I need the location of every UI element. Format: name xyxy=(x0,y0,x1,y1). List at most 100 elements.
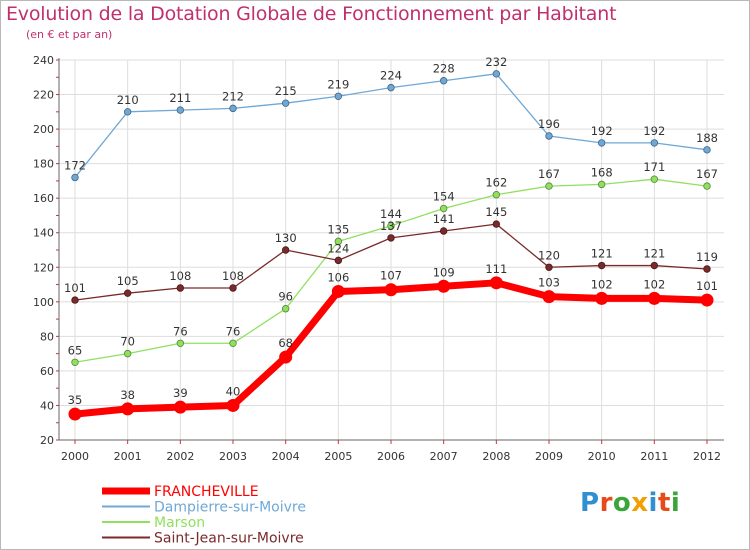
data-point-francheville xyxy=(542,290,556,304)
data-label-francheville: 111 xyxy=(485,262,507,276)
y-tick-label: 140 xyxy=(33,227,54,240)
logo-letter: i xyxy=(670,488,681,518)
data-label-saint-jean-sur-moivre: 145 xyxy=(485,205,507,219)
data-point-saint-jean-sur-moivre xyxy=(334,256,343,265)
data-label-marson: 162 xyxy=(485,176,507,190)
data-label-francheville: 35 xyxy=(68,393,83,407)
data-label-marson: 154 xyxy=(433,190,455,204)
logo-letter: t xyxy=(657,488,671,518)
data-point-saint-jean-sur-moivre xyxy=(71,296,79,304)
data-label-saint-jean-sur-moivre: 105 xyxy=(117,274,139,288)
y-tick-label: 120 xyxy=(33,261,54,274)
data-point-francheville xyxy=(489,276,503,290)
data-point-saint-jean-sur-moivre xyxy=(229,284,237,292)
data-point-francheville xyxy=(384,283,398,297)
data-label-saint-jean-sur-moivre: 120 xyxy=(538,248,560,262)
data-label-saint-jean-sur-moivre: 130 xyxy=(275,231,297,245)
data-label-saint-jean-sur-moivre: 121 xyxy=(643,247,665,261)
data-label-marson: 167 xyxy=(696,167,718,181)
data-point-dampierre-sur-moivre xyxy=(597,139,606,147)
data-label-marson: 70 xyxy=(120,335,135,349)
data-label-saint-jean-sur-moivre: 108 xyxy=(169,269,191,283)
x-tick-label: 2009 xyxy=(535,450,563,463)
data-point-saint-jean-sur-moivre xyxy=(176,284,185,292)
data-label-francheville: 102 xyxy=(591,277,613,291)
logo-letter: o xyxy=(612,488,632,518)
data-point-marson xyxy=(229,339,237,347)
data-label-dampierre-sur-moivre: 188 xyxy=(696,131,718,145)
data-point-marson xyxy=(334,237,343,246)
data-label-marson: 96 xyxy=(278,290,293,304)
data-label-dampierre-sur-moivre: 232 xyxy=(485,55,507,69)
data-label-marson: 76 xyxy=(226,324,241,338)
y-tick-label: 40 xyxy=(40,399,54,412)
data-label-saint-jean-sur-moivre: 121 xyxy=(591,247,613,261)
data-point-dampierre-sur-moivre xyxy=(703,146,711,154)
y-tick-label: 200 xyxy=(33,123,54,136)
data-point-dampierre-sur-moivre xyxy=(492,70,501,78)
data-point-saint-jean-sur-moivre xyxy=(597,261,606,270)
data-label-marson: 135 xyxy=(327,222,349,236)
data-label-dampierre-sur-moivre: 215 xyxy=(275,84,297,98)
data-point-francheville xyxy=(647,291,661,305)
legend-label-marson: Marson xyxy=(154,515,205,531)
data-point-dampierre-sur-moivre xyxy=(281,99,290,107)
data-point-marson xyxy=(123,349,132,358)
y-tick-label: 100 xyxy=(33,296,54,309)
logo-letter: r xyxy=(599,488,613,518)
y-tick-label: 220 xyxy=(33,89,54,102)
data-point-marson xyxy=(597,180,606,189)
logo-letter: i xyxy=(648,488,658,518)
data-label-saint-jean-sur-moivre: 141 xyxy=(433,212,455,226)
data-label-marson: 76 xyxy=(173,324,188,338)
data-label-dampierre-sur-moivre: 210 xyxy=(117,93,139,107)
data-label-francheville: 68 xyxy=(278,336,293,350)
data-point-saint-jean-sur-moivre xyxy=(545,263,553,271)
data-label-saint-jean-sur-moivre: 108 xyxy=(222,269,244,283)
data-point-francheville xyxy=(279,350,293,364)
legend: FRANCHEVILLEDampierre-sur-MoivreMarsonSa… xyxy=(102,484,306,547)
data-label-francheville: 102 xyxy=(643,277,665,291)
data-points xyxy=(68,70,714,421)
y-tick-label: 160 xyxy=(33,192,54,205)
data-label-marson: 168 xyxy=(591,165,613,179)
legend-label-dampierre-sur-moivre: Dampierre-sur-Moivre xyxy=(154,500,306,516)
x-tick-label: 2003 xyxy=(219,450,247,463)
data-point-francheville xyxy=(700,293,714,307)
data-label-dampierre-sur-moivre: 172 xyxy=(64,158,86,172)
proxiti-logo: Proxiti xyxy=(580,488,680,518)
y-tick-label: 240 xyxy=(33,54,54,67)
x-tick-label: 2012 xyxy=(693,450,721,463)
y-tick-label: 180 xyxy=(33,158,54,171)
data-label-dampierre-sur-moivre: 212 xyxy=(222,89,244,103)
x-tick-label: 2007 xyxy=(430,450,458,463)
data-point-francheville xyxy=(595,291,609,305)
data-label-marson: 167 xyxy=(538,167,560,181)
data-label-saint-jean-sur-moivre: 137 xyxy=(380,219,402,233)
data-label-saint-jean-sur-moivre: 101 xyxy=(64,281,86,295)
data-point-marson xyxy=(387,222,395,230)
data-point-dampierre-sur-moivre xyxy=(71,173,79,182)
data-point-saint-jean-sur-moivre xyxy=(650,261,659,270)
x-tick-label: 2008 xyxy=(482,450,510,463)
legend-label-saint-jean-sur-moivre: Saint-Jean-sur-Moivre xyxy=(154,531,304,547)
data-point-marson xyxy=(650,175,659,183)
x-tick-label: 2000 xyxy=(61,450,89,463)
data-label-dampierre-sur-moivre: 211 xyxy=(169,91,191,105)
x-tick-label: 2011 xyxy=(640,450,668,463)
data-label-saint-jean-sur-moivre: 124 xyxy=(327,241,349,255)
logo-letter: P xyxy=(580,488,600,518)
x-tick-label: 2006 xyxy=(377,450,405,463)
chart-subtitle: (en € et par an) xyxy=(26,28,113,41)
data-point-dampierre-sur-moivre xyxy=(650,139,659,147)
data-point-saint-jean-sur-moivre xyxy=(387,234,395,242)
data-point-francheville xyxy=(437,279,451,293)
x-tick-label: 2002 xyxy=(166,450,194,463)
data-label-marson: 144 xyxy=(380,207,402,221)
data-point-saint-jean-sur-moivre xyxy=(703,265,711,273)
data-label-saint-jean-sur-moivre: 119 xyxy=(696,250,718,264)
data-point-marson xyxy=(439,204,448,213)
data-point-francheville xyxy=(68,407,82,421)
data-point-marson xyxy=(176,339,185,347)
